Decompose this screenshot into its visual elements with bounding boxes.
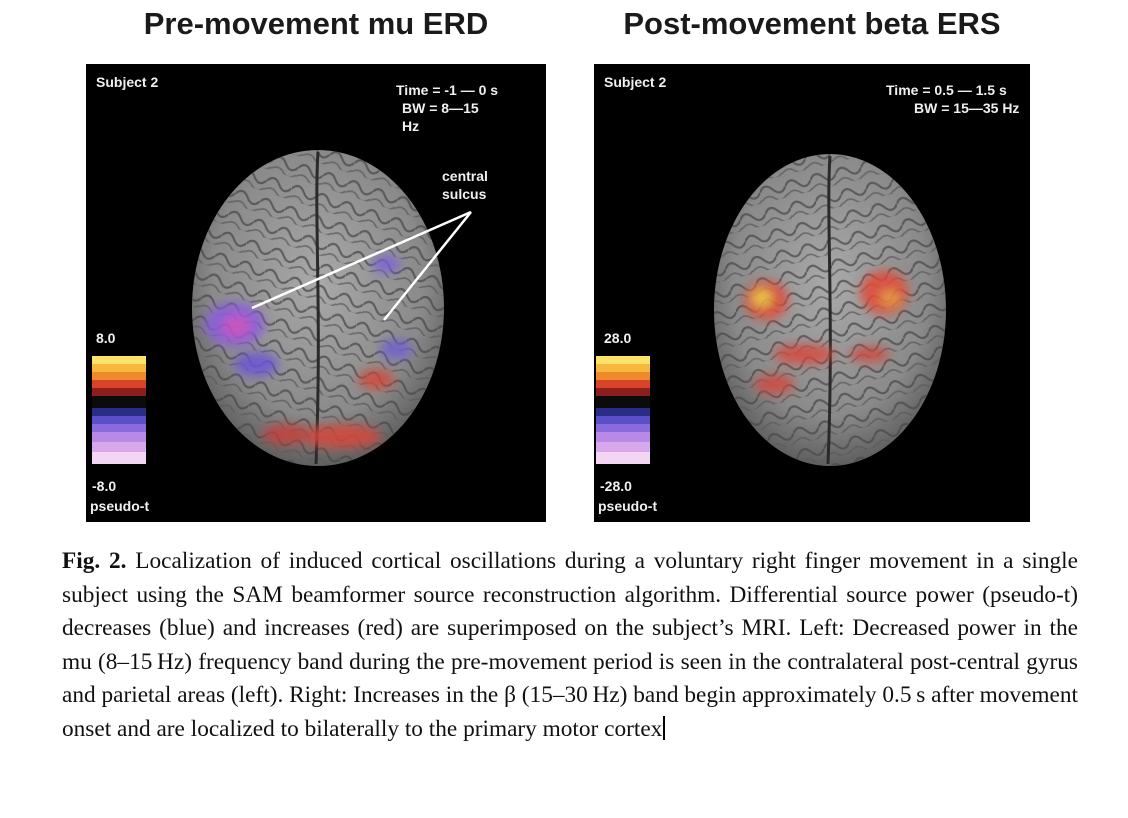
figure-caption: Fig. 2. Localization of induced cortical… [62, 545, 1078, 747]
left-brain-image [192, 150, 472, 466]
left-subject-label: Subject 2 [96, 74, 159, 90]
right-subject-label: Subject 2 [604, 74, 667, 90]
caption-text: Localization of induced cortical oscilla… [62, 548, 1078, 742]
annotation-sulcus: sulcus [442, 186, 487, 202]
right-colorbar [596, 356, 650, 464]
figure-label: Fig. 2. [62, 548, 127, 574]
right-bandwidth-label: BW = 15—35 Hz [914, 100, 1020, 116]
left-scale-min: -8.0 [92, 478, 117, 494]
right-scale-unit: pseudo-t [598, 498, 658, 514]
right-scale-max: 28.0 [604, 330, 632, 346]
right-time-label: Time = 0.5 — 1.5 s [886, 82, 1007, 98]
left-bandwidth-unit: Hz [402, 118, 420, 134]
left-colorbar [92, 356, 146, 464]
left-panel-title: Pre-movement mu ERD [143, 6, 489, 41]
left-scale-max: 8.0 [96, 330, 116, 346]
left-bandwidth-label: BW = 8—15 [402, 100, 479, 116]
left-time-label: Time = -1 — 0 s [396, 82, 499, 98]
right-brain-image [714, 154, 946, 466]
text-cursor [663, 715, 665, 740]
right-brain-panel: Subject 2 Time = 0.5 — 1.5 s BW = 15—35 … [594, 64, 1030, 522]
right-panel-title: Post-movement beta ERS [623, 6, 1001, 41]
annotation-central: central [442, 168, 488, 184]
left-scale-unit: pseudo-t [90, 498, 150, 514]
right-scale-min: -28.0 [600, 478, 632, 494]
left-brain-panel: Subject 2 Time = -1 — 0 s BW = 8—15 Hz c… [86, 64, 546, 522]
